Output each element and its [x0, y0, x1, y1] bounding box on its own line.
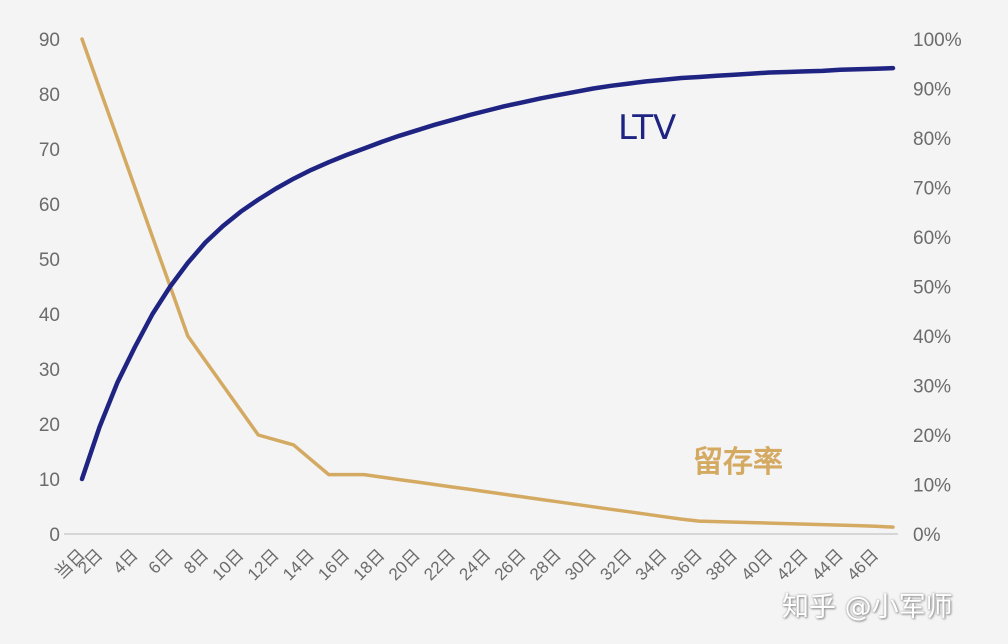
x-tick-label: 32日 — [597, 545, 636, 584]
ltv-line — [79, 65, 896, 482]
x-tick-label: 20日 — [385, 545, 424, 584]
left-tick-label: 80 — [39, 85, 60, 106]
x-tick-label: 12日 — [244, 545, 283, 584]
x-tick-label: 18日 — [350, 545, 389, 584]
x-tick-label: 8日 — [180, 545, 212, 577]
left-tick-label: 40 — [39, 305, 60, 326]
x-tick-label: 42日 — [773, 545, 812, 584]
right-tick-label: 70% — [913, 179, 951, 200]
right-tick-label: 40% — [913, 327, 951, 348]
x-tick-label: 38日 — [702, 545, 741, 584]
x-tick-label: 40日 — [738, 545, 777, 584]
x-tick-label: 4日 — [110, 545, 142, 577]
x-tick-label: 16日 — [314, 545, 353, 584]
right-tick-label: 60% — [913, 228, 951, 249]
x-tick-label: 34日 — [632, 545, 671, 584]
left-tick-label: 10 — [39, 470, 60, 491]
left-tick-label: 50 — [39, 250, 60, 271]
ltv-series-label: LTV — [618, 108, 677, 148]
right-y-axis: 0% 10% 20% 30% 40% 50% 60% 70% 80% 90% 100% — [913, 30, 962, 546]
right-tick-label: 10% — [913, 476, 951, 497]
left-tick-label: 0 — [49, 525, 60, 546]
retention-line — [80, 37, 895, 529]
x-tick-label: 24日 — [455, 545, 494, 584]
left-tick-label: 90 — [39, 30, 60, 51]
right-tick-label: 80% — [913, 129, 951, 150]
x-tick-label: 46日 — [843, 545, 882, 584]
retention-series-label: 留存率 — [693, 445, 783, 480]
x-tick-label: 22日 — [420, 545, 459, 584]
right-tick-label: 90% — [913, 80, 951, 101]
right-tick-label: 20% — [913, 426, 951, 447]
left-tick-label: 20 — [39, 415, 60, 436]
left-tick-label: 60 — [39, 195, 60, 216]
right-tick-label: 100% — [913, 30, 962, 51]
x-tick-label: 30日 — [561, 545, 600, 584]
x-tick-label: 28日 — [526, 545, 565, 584]
right-tick-label: 30% — [913, 377, 951, 398]
x-tick-label: 6日 — [145, 545, 177, 577]
left-tick-label: 30 — [39, 360, 60, 381]
left-tick-label: 70 — [39, 140, 60, 161]
x-tick-label: 36日 — [667, 545, 706, 584]
x-tick-label: 14日 — [279, 545, 318, 584]
x-tick-label: 26日 — [491, 545, 530, 584]
right-tick-label: 50% — [913, 278, 951, 299]
x-tick-label: 10日 — [209, 545, 248, 584]
watermark: 知乎 @小军师 — [782, 592, 953, 623]
right-tick-label: 0% — [913, 525, 941, 546]
x-tick-label: 44日 — [808, 545, 847, 584]
left-y-axis: 0 10 20 30 40 50 60 70 80 90 — [39, 30, 60, 546]
